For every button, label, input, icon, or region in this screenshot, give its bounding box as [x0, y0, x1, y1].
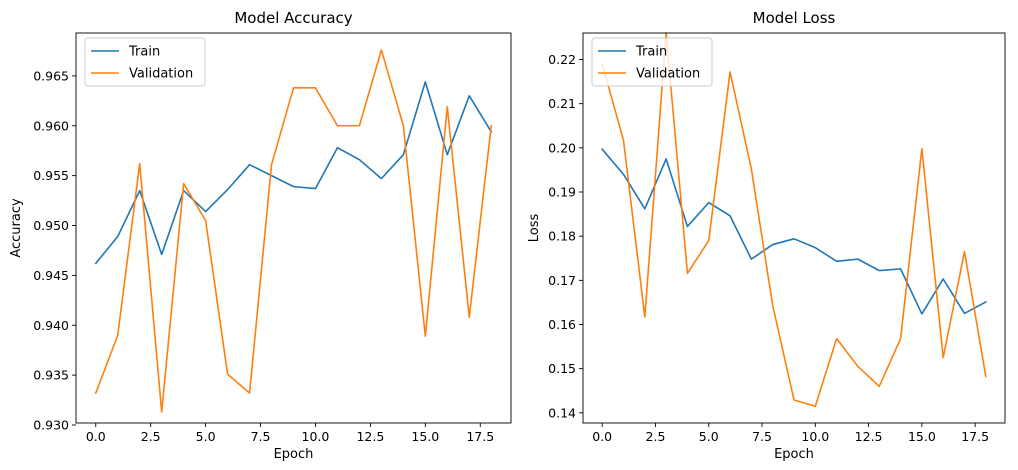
loss-legend-box	[591, 37, 713, 87]
accuracy-x-tick-label: 0.0	[86, 429, 106, 444]
accuracy-legend-label-train: Train	[128, 45, 160, 60]
loss-legend-label-validation: Validation	[636, 67, 700, 82]
loss-series-line-train	[601, 148, 987, 315]
accuracy-legend-label-validation: Validation	[129, 67, 193, 82]
loss-legend: Train Validation	[591, 37, 713, 87]
accuracy-y-tick-label: 0.955	[33, 168, 69, 183]
loss-x-tick-label: 5.0	[699, 429, 719, 444]
accuracy-series-line-validation	[94, 49, 493, 413]
accuracy-series-line-train	[94, 81, 493, 265]
accuracy-x-tick-label: 7.5	[251, 429, 271, 444]
loss-y-tick-label: 0.15	[548, 361, 576, 376]
loss-plot-area	[583, 33, 1005, 423]
loss-chart-title: Model Loss	[753, 9, 836, 27]
loss-x-axis-label: Epoch	[774, 447, 814, 462]
accuracy-y-tick-label: 0.935	[33, 368, 69, 383]
accuracy-y-tick-label: 0.940	[33, 318, 69, 333]
accuracy-axes-frame	[75, 32, 512, 424]
loss-x-tick-label: 15.0	[908, 429, 936, 444]
accuracy-y-axis-label: Accuracy	[9, 198, 24, 258]
accuracy-y-tick-label: 0.960	[33, 118, 69, 133]
accuracy-chart-panel: 0.0 2.5 5.0 7.5 10.0 12.5 15.0 17.5 0.930 0.935 0.…	[9, 9, 512, 462]
loss-legend-label-train: Train	[635, 45, 667, 60]
loss-y-tick-label: 0.20	[548, 140, 576, 155]
loss-y-tick-label: 0.19	[548, 185, 576, 200]
accuracy-legend: Train Validation	[84, 37, 206, 87]
loss-x-tick-label: 12.5	[855, 429, 883, 444]
loss-y-axis-label: Loss	[527, 214, 542, 243]
accuracy-y-tick-label: 0.930	[33, 417, 69, 432]
loss-x-tick-label: 17.5	[961, 429, 989, 444]
accuracy-y-tick-label: 0.965	[33, 68, 69, 83]
loss-y-tick-label: 0.14	[548, 405, 576, 420]
accuracy-legend-box	[84, 37, 206, 87]
accuracy-x-tick-label: 17.5	[466, 429, 494, 444]
loss-chart-panel: 0.0 2.5 5.0 7.5 10.0 12.5 15.0 17.5 0.14 0.15 0.16…	[527, 9, 1006, 462]
accuracy-plot-area	[76, 33, 511, 423]
loss-y-tick-label: 0.22	[548, 52, 576, 67]
loss-x-tick-label: 2.5	[646, 429, 666, 444]
loss-y-tick-label: 0.18	[548, 229, 576, 244]
accuracy-x-tick-label: 2.5	[141, 429, 161, 444]
accuracy-x-axis-label: Epoch	[274, 447, 314, 462]
accuracy-y-tick-label: 0.945	[33, 268, 69, 283]
accuracy-chart-title: Model Accuracy	[234, 9, 352, 27]
loss-x-tick-label: 7.5	[752, 429, 772, 444]
loss-axes-frame	[582, 32, 1006, 424]
accuracy-x-tick-label: 12.5	[356, 429, 384, 444]
accuracy-x-tick-label: 10.0	[302, 429, 330, 444]
loss-y-tick-label: 0.21	[548, 96, 576, 111]
loss-y-tick-label: 0.16	[548, 317, 576, 332]
loss-x-tick-label: 0.0	[592, 429, 612, 444]
loss-y-tick-label: 0.17	[548, 273, 576, 288]
accuracy-x-tick-label: 15.0	[411, 429, 439, 444]
loss-x-tick-label: 10.0	[801, 429, 829, 444]
accuracy-x-tick-label: 5.0	[196, 429, 216, 444]
accuracy-y-tick-label: 0.950	[33, 218, 69, 233]
